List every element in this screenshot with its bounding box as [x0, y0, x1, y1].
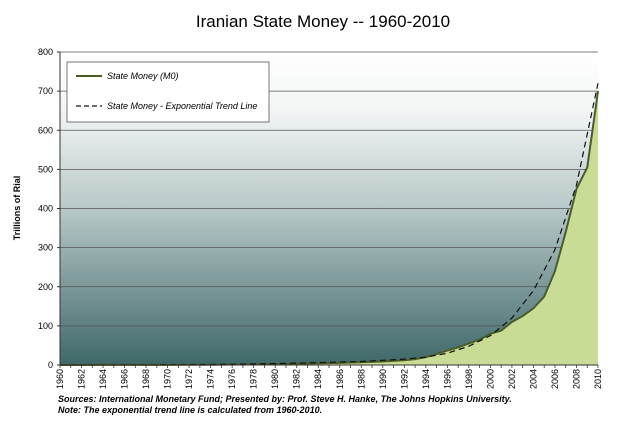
y-axis-label: Trillions of Rial [12, 176, 22, 241]
legend-label-trend: State Money - Exponential Trend Line [107, 101, 257, 111]
x-tick-label: 1980 [270, 369, 280, 389]
gridlines [60, 51, 598, 327]
x-tick-label: 1998 [464, 369, 474, 389]
x-tick-label: 2000 [485, 369, 495, 389]
x-tick-label: 2010 [593, 369, 603, 389]
x-tick-label: 1986 [335, 369, 345, 389]
series-area-state-money [60, 91, 598, 365]
y-tick-label: 800 [38, 47, 53, 57]
y-tick-labels: 0 100 200 300 400 500 600 700 800 [38, 47, 60, 370]
x-tick-label: 2002 [507, 369, 517, 389]
y-tick-label: 200 [38, 282, 53, 292]
x-tick-label: 2006 [550, 369, 560, 389]
y-tick-label: 400 [38, 204, 53, 214]
x-tick-label: 1972 [184, 369, 194, 389]
source-note: Sources: International Monetary Fund; Pr… [58, 394, 512, 404]
chart-title: Iranian State Money -- 1960-2010 [196, 12, 450, 31]
legend-label-state-money: State Money (M0) [107, 71, 179, 81]
y-tick-label: 600 [38, 125, 53, 135]
x-tick-label: 1974 [206, 369, 216, 389]
x-tick-label: 1976 [227, 369, 237, 389]
legend-box [66, 61, 270, 123]
y-tick-label: 500 [38, 164, 53, 174]
y-tick-label: 700 [38, 86, 53, 96]
x-tick-label: 1964 [98, 369, 108, 389]
y-tick-label: 0 [48, 360, 53, 370]
legend: State Money (M0) State Money - Exponentia… [66, 61, 270, 123]
x-tick-label: 2004 [528, 369, 538, 389]
x-tick-label: 1968 [141, 369, 151, 389]
x-tick-label: 1992 [399, 369, 409, 389]
chart-notes: Sources: International Monetary Fund; Pr… [58, 394, 614, 416]
x-tick-label: 1978 [249, 369, 259, 389]
x-tick-label: 1960 [55, 369, 65, 389]
x-tick-label: 1984 [313, 369, 323, 389]
trend-note: Note: The exponential trend line is calc… [58, 405, 323, 415]
x-tick-label: 1996 [442, 369, 452, 389]
x-tick-label: 2008 [571, 369, 581, 389]
x-tick-label: 1988 [356, 369, 366, 389]
x-tick-label: 1966 [120, 369, 130, 389]
y-tick-label: 300 [38, 243, 53, 253]
x-tick-label: 1970 [163, 369, 173, 389]
x-tick-label: 1990 [378, 369, 388, 389]
series-line-trend [59, 83, 599, 366]
x-tick-label: 1994 [421, 369, 431, 389]
x-tick-labels: 1960 1962 1964 1966 1968 1970 1972 1974 1976 1978… [55, 365, 603, 389]
y-tick-label: 100 [38, 321, 53, 331]
x-tick-label: 1982 [292, 369, 302, 389]
x-tick-label: 1962 [77, 369, 87, 389]
